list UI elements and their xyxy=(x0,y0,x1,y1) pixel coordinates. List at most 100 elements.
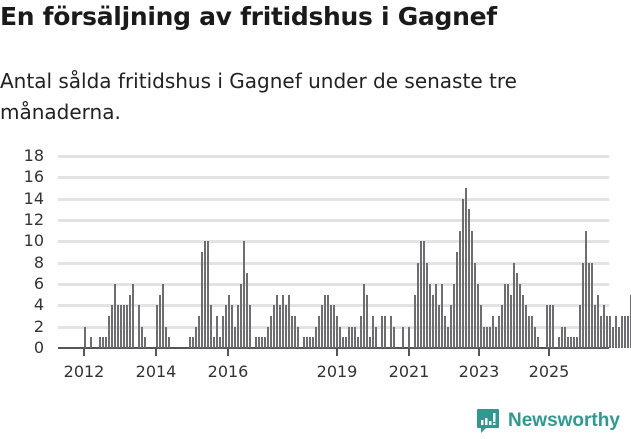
x-tick xyxy=(336,348,338,356)
bar xyxy=(351,326,354,348)
bar xyxy=(99,337,102,348)
bar xyxy=(264,337,267,348)
bar xyxy=(339,326,342,348)
bar xyxy=(213,337,216,348)
bar xyxy=(438,305,441,348)
bar xyxy=(285,305,288,348)
y-tick-label: 14 xyxy=(23,188,44,208)
bar xyxy=(240,284,243,348)
y-tick-label: 10 xyxy=(23,231,44,251)
bar xyxy=(342,337,345,348)
bar xyxy=(369,337,372,348)
y-tick-label: 8 xyxy=(33,252,44,272)
bar xyxy=(447,326,450,348)
bar xyxy=(279,305,282,348)
bar xyxy=(567,337,570,348)
x-tick-label: 2014 xyxy=(135,362,177,381)
chart-title: En försäljning av fritidshus i Gagnef xyxy=(0,2,497,31)
bar xyxy=(558,337,561,348)
bar xyxy=(528,316,531,348)
bar xyxy=(588,262,591,348)
gridline xyxy=(58,176,609,180)
bar xyxy=(159,294,162,348)
bar xyxy=(549,305,552,348)
bar xyxy=(603,305,606,348)
bar xyxy=(102,337,105,348)
bar xyxy=(84,326,87,348)
bar xyxy=(207,241,210,348)
bar xyxy=(468,209,471,348)
bar xyxy=(111,305,114,348)
bar xyxy=(294,316,297,348)
bar xyxy=(582,262,585,348)
bar xyxy=(354,326,357,348)
bar xyxy=(576,337,579,348)
bar xyxy=(306,337,309,348)
bar xyxy=(327,294,330,348)
bar xyxy=(504,284,507,348)
x-tick-label: 2019 xyxy=(316,362,358,381)
bar xyxy=(288,294,291,348)
bar xyxy=(477,284,480,348)
bar xyxy=(291,316,294,348)
bar xyxy=(459,230,462,348)
bar xyxy=(366,294,369,348)
bar xyxy=(117,305,120,348)
bar xyxy=(324,294,327,348)
y-tick-label: 4 xyxy=(33,295,44,315)
gridline xyxy=(58,197,609,201)
bar xyxy=(297,326,300,348)
bar xyxy=(255,337,258,348)
bar xyxy=(426,262,429,348)
bar xyxy=(261,337,264,348)
bar xyxy=(486,326,489,348)
bar xyxy=(519,284,522,348)
gridline xyxy=(58,261,609,265)
bar xyxy=(210,305,213,348)
bar xyxy=(234,326,237,348)
bar xyxy=(216,316,219,348)
bar xyxy=(423,241,426,348)
bar xyxy=(474,262,477,348)
bar xyxy=(276,294,279,348)
bar-chart: 0 2 4 6 8 10 12 14 16 18 2012 2014 2016 2019 2021 2023 2… xyxy=(0,140,631,390)
bar xyxy=(435,284,438,348)
bar xyxy=(516,273,519,348)
bar xyxy=(384,316,387,348)
gridline xyxy=(58,155,609,158)
bar xyxy=(495,326,498,348)
bar xyxy=(594,305,597,348)
bar xyxy=(453,284,456,348)
bar xyxy=(168,337,171,348)
bar xyxy=(348,326,351,348)
bar xyxy=(534,326,537,348)
bar xyxy=(273,305,276,348)
bar xyxy=(573,337,576,348)
bar xyxy=(222,316,225,348)
bar xyxy=(381,316,384,348)
x-tick-label: 2021 xyxy=(388,362,430,381)
bar xyxy=(201,252,204,348)
bar xyxy=(444,316,447,348)
bar xyxy=(162,284,165,348)
bar xyxy=(228,294,231,348)
newsworthy-brand: Newsworthy xyxy=(476,408,620,434)
bar xyxy=(114,284,117,348)
y-tick-label: 16 xyxy=(23,167,44,187)
bar xyxy=(126,305,129,348)
bar xyxy=(531,316,534,348)
bar xyxy=(249,305,252,348)
y-tick-label: 2 xyxy=(33,316,44,336)
bar xyxy=(591,262,594,348)
y-tick-label: 6 xyxy=(33,274,44,293)
bar xyxy=(471,230,474,348)
bar-chart-speech-bubble-icon xyxy=(476,408,500,434)
bar xyxy=(513,262,516,348)
bar xyxy=(450,305,453,348)
bar xyxy=(615,316,618,348)
bar xyxy=(420,241,423,348)
x-tick xyxy=(227,348,229,356)
x-tick xyxy=(548,348,550,356)
gridline xyxy=(58,283,609,286)
bar xyxy=(225,305,228,348)
